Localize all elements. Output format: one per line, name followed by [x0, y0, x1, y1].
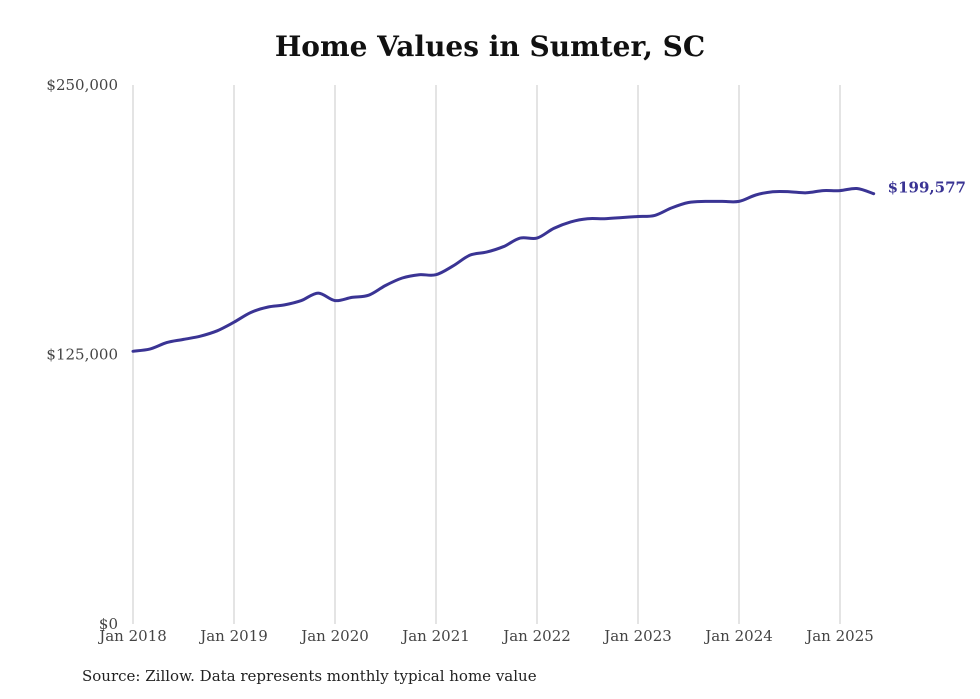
end-value-label: $199,577	[888, 179, 966, 197]
gridlines	[132, 85, 841, 624]
y-tick-label: $0	[99, 615, 118, 633]
y-tick-label: $250,000	[46, 76, 118, 94]
y-axis-ticks: $0 $125,000 $250,000	[46, 76, 118, 633]
x-axis-ticks: Jan 2018 Jan 2019 Jan 2020 Jan 2021 Jan 2022…	[97, 627, 874, 645]
x-tick-label: Jan 2023	[602, 627, 672, 645]
data-labels: $199,577	[888, 179, 966, 197]
source-note: Source: Zillow. Data represents monthly …	[82, 667, 537, 685]
x-tick-label: Jan 2018	[97, 627, 167, 645]
series-line	[131, 186, 876, 353]
x-tick-label: Jan 2022	[501, 627, 571, 645]
x-tick-label: Jan 2020	[299, 627, 369, 645]
chart-title: Home Values in Sumter, SC	[274, 30, 706, 63]
series-lines	[131, 186, 876, 353]
y-tick-label: $125,000	[46, 346, 118, 364]
x-tick-label: Jan 2024	[703, 627, 773, 645]
x-tick-label: Jan 2021	[400, 627, 470, 645]
x-tick-label: Jan 2025	[804, 627, 874, 645]
x-tick-label: Jan 2019	[198, 627, 268, 645]
